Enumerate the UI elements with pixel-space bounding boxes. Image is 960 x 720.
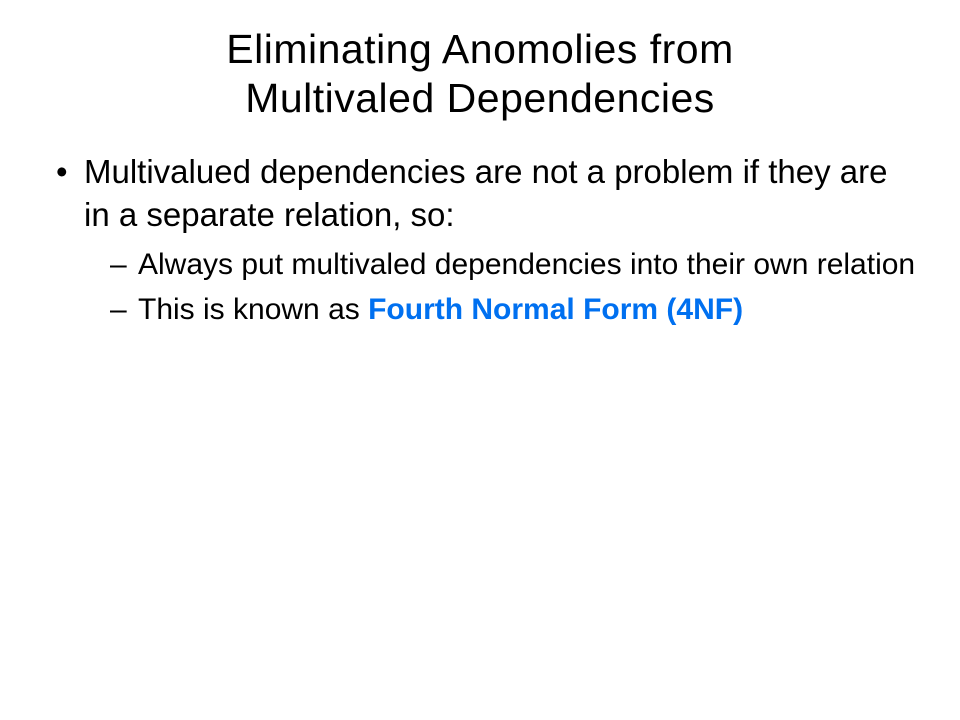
sub-bullet-item-2: This is known as Fourth Normal Form (4NF… (130, 290, 920, 329)
sub-bullet-text-1: Always put multivaled dependencies into … (138, 248, 915, 281)
bullet-text: Multivalued dependencies are not a probl… (84, 153, 888, 233)
sub-bullet-text-2-highlight: Fourth Normal Form (4NF) (368, 293, 743, 326)
slide-title: Eliminating Anomolies from Multivaled De… (40, 25, 920, 123)
sub-bullet-text-2-prefix: This is known as (138, 293, 368, 326)
title-line-1: Eliminating Anomolies from (226, 26, 733, 72)
main-bullet-item: Multivalued dependencies are not a probl… (68, 151, 920, 329)
title-line-2: Multivaled Dependencies (245, 75, 715, 121)
main-bullet-list: Multivalued dependencies are not a probl… (40, 151, 920, 329)
sub-bullet-item-1: Always put multivaled dependencies into … (130, 245, 920, 284)
sub-bullet-list: Always put multivaled dependencies into … (84, 245, 920, 329)
